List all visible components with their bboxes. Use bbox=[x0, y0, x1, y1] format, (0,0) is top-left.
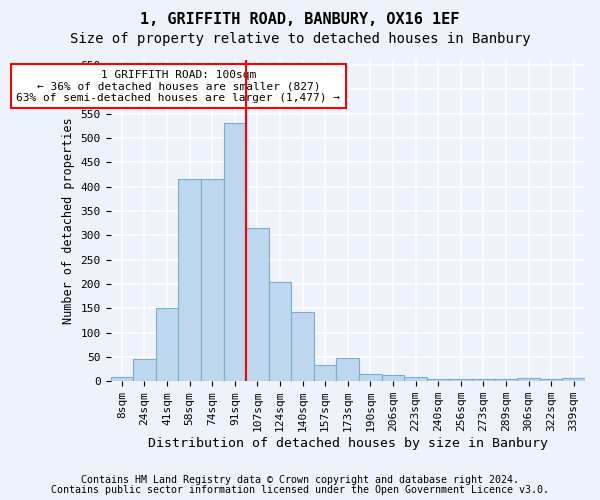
Bar bbox=[269, 282, 292, 381]
Bar bbox=[540, 379, 562, 381]
Bar bbox=[562, 378, 585, 381]
Bar bbox=[201, 179, 224, 381]
Bar bbox=[156, 308, 178, 381]
Text: Contains public sector information licensed under the Open Government Licence v3: Contains public sector information licen… bbox=[51, 485, 549, 495]
Bar bbox=[427, 379, 449, 381]
Y-axis label: Number of detached properties: Number of detached properties bbox=[62, 118, 75, 324]
Bar bbox=[110, 378, 133, 381]
Bar bbox=[472, 379, 494, 381]
Bar bbox=[382, 375, 404, 381]
Bar bbox=[314, 364, 337, 381]
Bar bbox=[337, 358, 359, 381]
Bar bbox=[246, 228, 269, 381]
Text: 1, GRIFFITH ROAD, BANBURY, OX16 1EF: 1, GRIFFITH ROAD, BANBURY, OX16 1EF bbox=[140, 12, 460, 28]
Bar bbox=[449, 379, 472, 381]
Bar bbox=[404, 378, 427, 381]
X-axis label: Distribution of detached houses by size in Banbury: Distribution of detached houses by size … bbox=[148, 437, 548, 450]
Text: Size of property relative to detached houses in Banbury: Size of property relative to detached ho… bbox=[70, 32, 530, 46]
Bar bbox=[359, 374, 382, 381]
Bar bbox=[292, 312, 314, 381]
Text: Contains HM Land Registry data © Crown copyright and database right 2024.: Contains HM Land Registry data © Crown c… bbox=[81, 475, 519, 485]
Bar bbox=[133, 360, 156, 381]
Bar bbox=[494, 379, 517, 381]
Text: 1 GRIFFITH ROAD: 100sqm
← 36% of detached houses are smaller (827)
63% of semi-d: 1 GRIFFITH ROAD: 100sqm ← 36% of detache… bbox=[16, 70, 340, 103]
Bar bbox=[178, 179, 201, 381]
Bar bbox=[517, 378, 540, 381]
Bar bbox=[224, 124, 246, 381]
